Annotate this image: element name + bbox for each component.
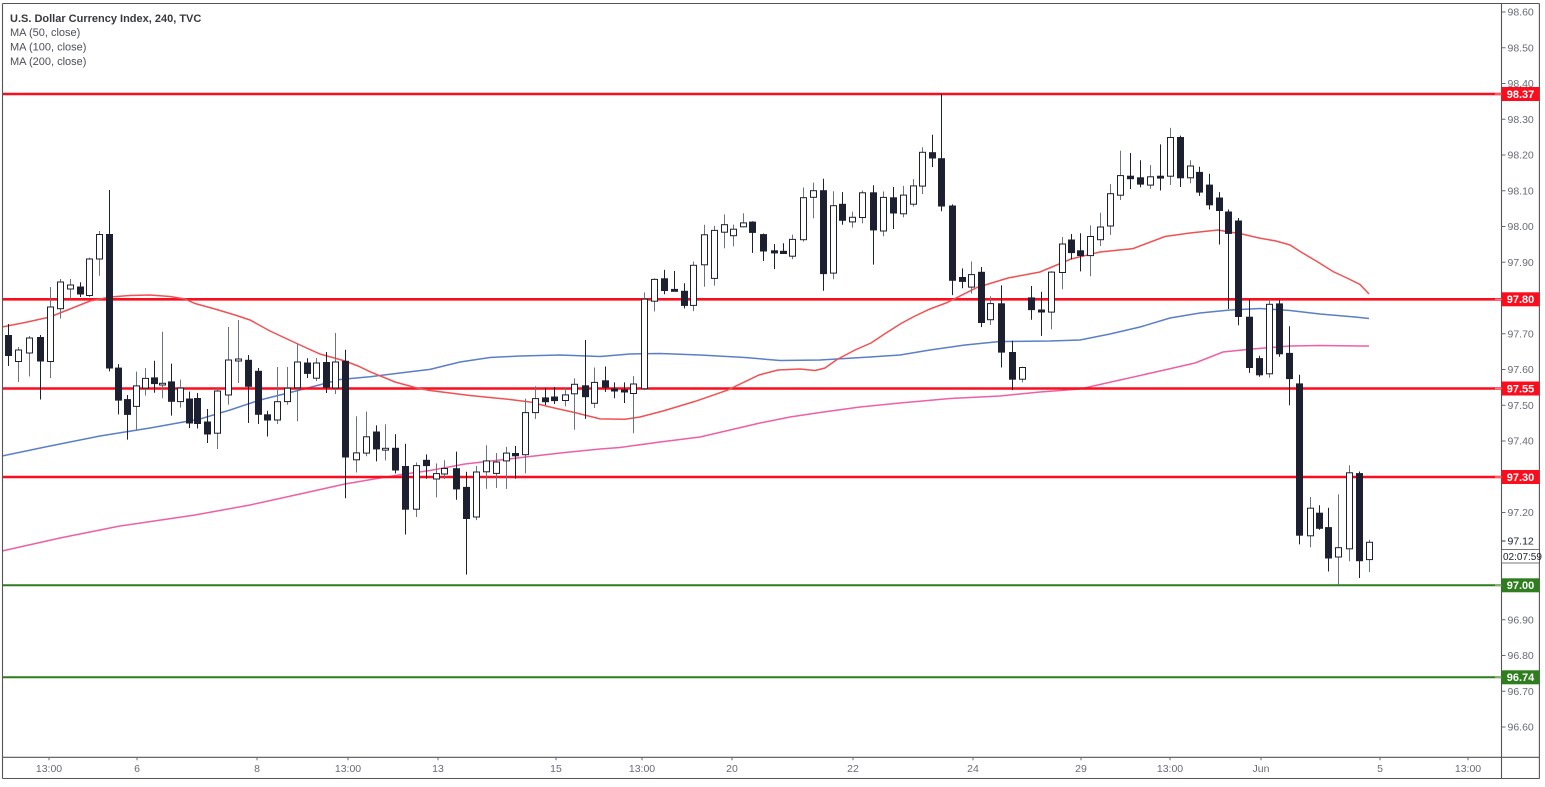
svg-text:13:00: 13:00 [36,763,62,775]
svg-text:96.70: 96.70 [1508,686,1534,698]
svg-text:97.80: 97.80 [1507,294,1535,306]
svg-text:96.60: 96.60 [1508,722,1534,734]
svg-text:29: 29 [1075,763,1087,775]
svg-text:8: 8 [254,763,260,775]
svg-text:97.50: 97.50 [1508,400,1534,412]
svg-text:98.00: 98.00 [1508,221,1534,233]
svg-text:20: 20 [726,763,738,775]
svg-text:97.90: 97.90 [1508,257,1534,269]
svg-text:96.74: 96.74 [1507,672,1535,684]
svg-text:98.30: 98.30 [1508,114,1534,126]
svg-text:13:00: 13:00 [629,763,655,775]
svg-text:98.37: 98.37 [1507,89,1535,101]
svg-text:97.30: 97.30 [1507,472,1535,484]
svg-text:U.S. Dollar Currency Index, 24: U.S. Dollar Currency Index, 240, TVC [10,13,201,25]
svg-text:98.20: 98.20 [1508,150,1534,162]
svg-text:97.12: 97.12 [1508,536,1534,548]
svg-text:97.70: 97.70 [1508,328,1534,340]
svg-text:Jun: Jun [1253,763,1270,775]
svg-text:6: 6 [134,763,140,775]
svg-text:22: 22 [847,763,859,775]
svg-text:24: 24 [967,763,979,775]
svg-text:96.90: 96.90 [1508,614,1534,626]
svg-text:97.00: 97.00 [1507,580,1535,592]
svg-text:97.55: 97.55 [1507,383,1535,395]
svg-text:02:07:59: 02:07:59 [1503,552,1542,563]
svg-text:MA (200, close): MA (200, close) [10,56,86,68]
svg-text:MA (50, close): MA (50, close) [10,27,80,39]
svg-text:98.10: 98.10 [1508,185,1534,197]
svg-text:98.60: 98.60 [1508,7,1534,19]
svg-text:97.60: 97.60 [1508,364,1534,376]
svg-text:5: 5 [1377,763,1383,775]
svg-text:13:00: 13:00 [1455,763,1481,775]
svg-text:MA (100, close): MA (100, close) [10,42,86,54]
svg-text:13: 13 [432,763,444,775]
svg-text:13:00: 13:00 [335,763,361,775]
svg-text:97.20: 97.20 [1508,507,1534,519]
svg-text:15: 15 [550,763,562,775]
svg-text:97.40: 97.40 [1508,436,1534,448]
svg-text:13:00: 13:00 [1157,763,1183,775]
svg-text:98.50: 98.50 [1508,42,1534,54]
svg-text:96.80: 96.80 [1508,650,1534,662]
